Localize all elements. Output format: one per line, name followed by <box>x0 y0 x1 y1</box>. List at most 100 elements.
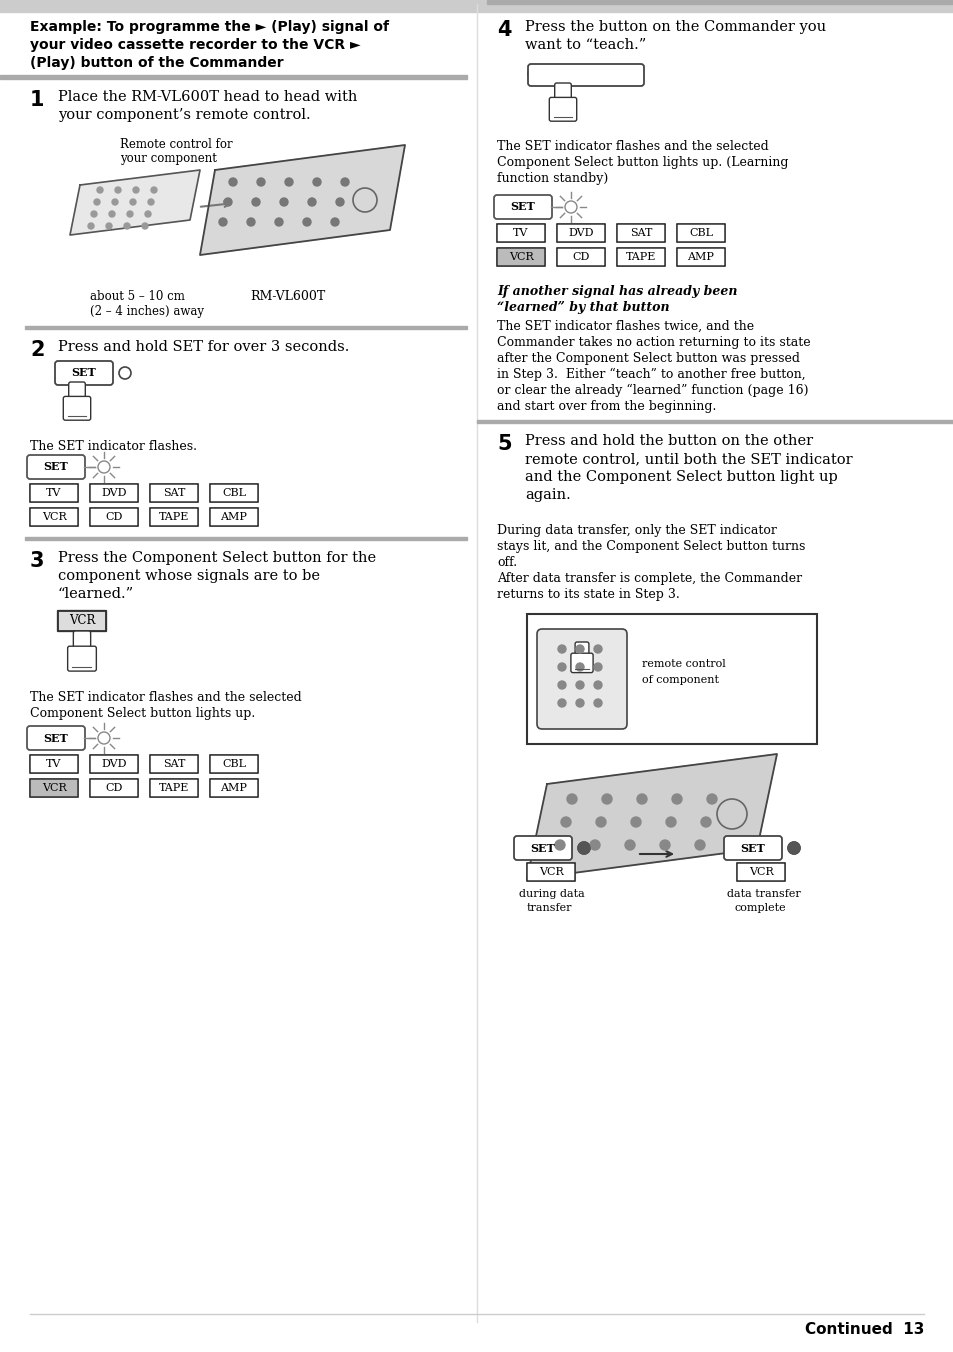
Circle shape <box>560 817 571 827</box>
Text: VCR: VCR <box>748 867 773 877</box>
Circle shape <box>106 223 112 228</box>
Text: The SET indicator flashes and the selected: The SET indicator flashes and the select… <box>497 141 768 153</box>
Circle shape <box>151 187 157 193</box>
FancyBboxPatch shape <box>494 195 552 219</box>
Bar <box>486 0 953 4</box>
Text: 2: 2 <box>30 339 45 360</box>
Circle shape <box>566 794 577 804</box>
FancyBboxPatch shape <box>526 863 575 882</box>
Text: If another signal has already been: If another signal has already been <box>497 285 737 297</box>
Circle shape <box>700 817 710 827</box>
Text: SAT: SAT <box>629 228 652 238</box>
Circle shape <box>112 199 118 206</box>
Text: VCR: VCR <box>69 615 95 627</box>
Circle shape <box>576 662 583 671</box>
Circle shape <box>303 218 311 226</box>
Circle shape <box>558 645 565 653</box>
Text: After data transfer is complete, the Commander: After data transfer is complete, the Com… <box>497 572 801 585</box>
FancyBboxPatch shape <box>570 653 593 672</box>
FancyBboxPatch shape <box>575 642 588 660</box>
Polygon shape <box>70 170 200 235</box>
Circle shape <box>148 199 153 206</box>
Bar <box>526 614 816 744</box>
Circle shape <box>596 817 605 827</box>
Text: TV: TV <box>513 228 528 238</box>
Text: TAPE: TAPE <box>158 783 189 794</box>
Circle shape <box>594 681 601 690</box>
Circle shape <box>594 645 601 653</box>
FancyBboxPatch shape <box>150 779 198 798</box>
Text: CD: CD <box>105 512 123 522</box>
Circle shape <box>109 211 115 218</box>
Circle shape <box>576 645 583 653</box>
FancyBboxPatch shape <box>90 508 138 526</box>
Circle shape <box>601 794 612 804</box>
FancyBboxPatch shape <box>58 611 106 631</box>
FancyBboxPatch shape <box>69 383 85 404</box>
Circle shape <box>145 211 151 218</box>
FancyBboxPatch shape <box>736 863 784 882</box>
Text: SET: SET <box>510 201 535 212</box>
Circle shape <box>558 662 565 671</box>
Text: DVD: DVD <box>101 758 127 769</box>
Text: Press and hold SET for over 3 seconds.: Press and hold SET for over 3 seconds. <box>58 339 349 354</box>
Text: SAT: SAT <box>163 488 185 498</box>
Circle shape <box>555 840 564 850</box>
Bar <box>0 0 953 12</box>
Circle shape <box>594 699 601 707</box>
Bar <box>476 420 953 423</box>
Circle shape <box>589 840 599 850</box>
Circle shape <box>91 211 97 218</box>
Circle shape <box>630 817 640 827</box>
Text: again.: again. <box>524 488 570 502</box>
Text: your component’s remote control.: your component’s remote control. <box>58 108 311 122</box>
Circle shape <box>637 794 646 804</box>
FancyBboxPatch shape <box>30 754 78 773</box>
Circle shape <box>313 178 320 187</box>
FancyBboxPatch shape <box>90 754 138 773</box>
Bar <box>0 74 467 78</box>
FancyBboxPatch shape <box>527 64 643 87</box>
Text: AMP: AMP <box>687 251 714 262</box>
Text: SET: SET <box>44 461 69 472</box>
Text: (Play) button of the Commander: (Play) button of the Commander <box>30 55 283 70</box>
Polygon shape <box>200 145 405 256</box>
FancyBboxPatch shape <box>557 224 604 242</box>
Text: The SET indicator flashes and the selected: The SET indicator flashes and the select… <box>30 691 301 704</box>
Text: RM-VL600T: RM-VL600T <box>250 289 325 303</box>
FancyBboxPatch shape <box>723 836 781 860</box>
Text: VCR: VCR <box>538 867 563 877</box>
Circle shape <box>127 211 132 218</box>
Text: function standby): function standby) <box>497 172 608 185</box>
Text: about 5 – 10 cm: about 5 – 10 cm <box>90 289 185 303</box>
Text: VCR: VCR <box>42 512 67 522</box>
FancyBboxPatch shape <box>497 224 544 242</box>
Text: TV: TV <box>47 488 62 498</box>
Text: SET: SET <box>44 733 69 744</box>
FancyBboxPatch shape <box>497 247 544 266</box>
Text: your component: your component <box>120 151 216 165</box>
Circle shape <box>229 178 236 187</box>
FancyBboxPatch shape <box>90 484 138 502</box>
Text: “learned” by that button: “learned” by that button <box>497 301 669 314</box>
FancyBboxPatch shape <box>557 247 604 266</box>
Circle shape <box>219 218 227 226</box>
Circle shape <box>340 178 349 187</box>
Circle shape <box>335 197 344 206</box>
Text: AMP: AMP <box>220 512 247 522</box>
Circle shape <box>94 199 100 206</box>
FancyBboxPatch shape <box>617 247 664 266</box>
Circle shape <box>97 187 103 193</box>
Text: DVD: DVD <box>101 488 127 498</box>
Circle shape <box>308 197 315 206</box>
FancyBboxPatch shape <box>27 456 85 479</box>
Text: of component: of component <box>641 675 719 685</box>
FancyBboxPatch shape <box>150 508 198 526</box>
Bar <box>25 537 467 539</box>
FancyBboxPatch shape <box>210 779 258 798</box>
Text: Remote control for: Remote control for <box>120 138 233 151</box>
FancyBboxPatch shape <box>150 484 198 502</box>
Text: Place the RM-VL600T head to head with: Place the RM-VL600T head to head with <box>58 91 357 104</box>
Text: “learned.”: “learned.” <box>58 587 134 602</box>
FancyBboxPatch shape <box>554 82 571 105</box>
